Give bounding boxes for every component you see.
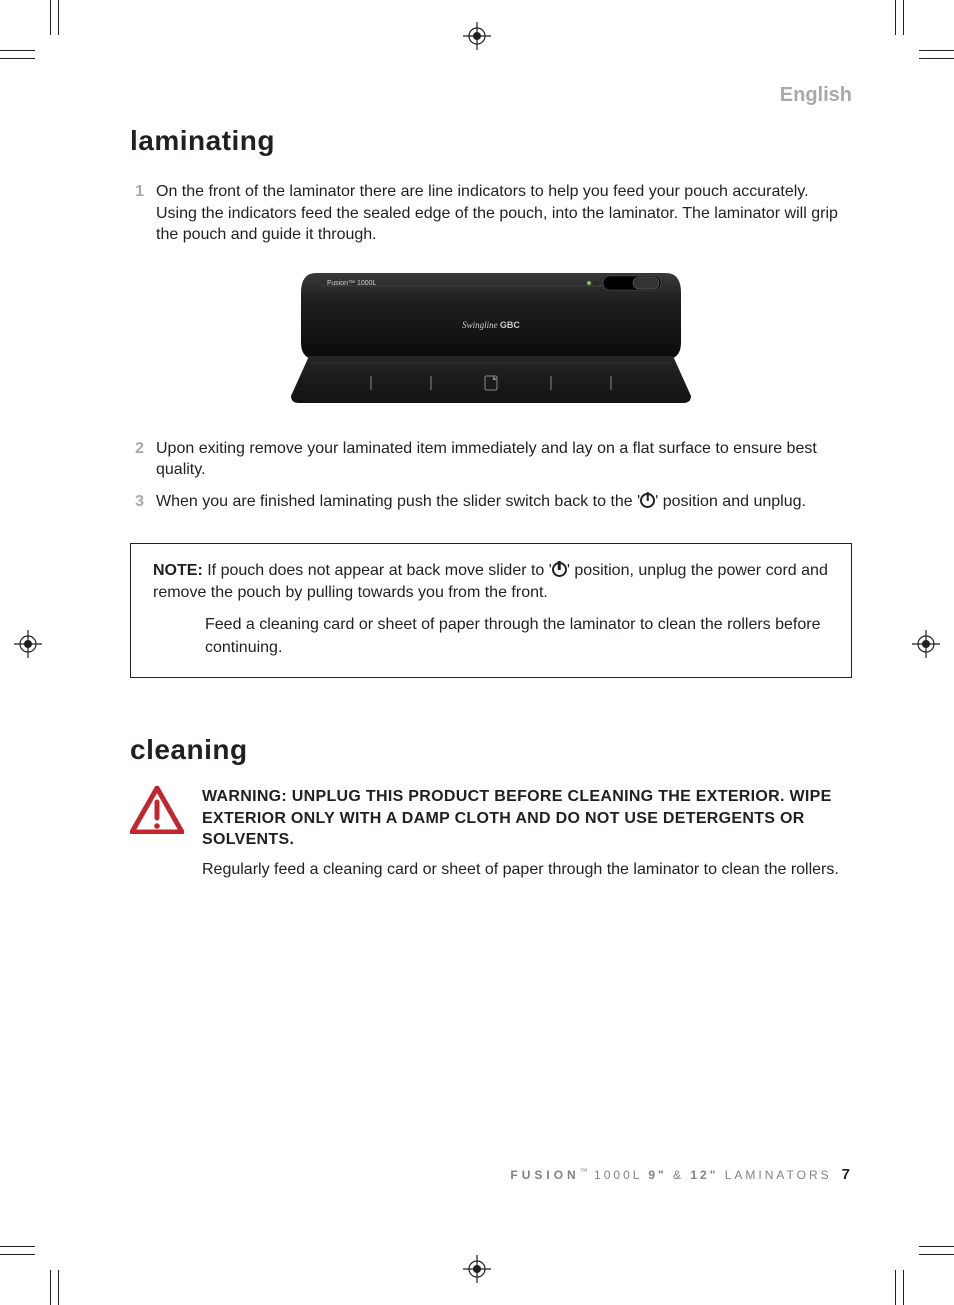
footer-model: 1000L xyxy=(588,1168,649,1182)
step-text-after: ' position and unplug. xyxy=(655,493,806,510)
crop-mark xyxy=(58,0,59,35)
cleaning-block: WARNING: UNPLUG THIS PRODUCT BEFORE CLEA… xyxy=(130,786,852,880)
footer-tm: ™ xyxy=(580,1167,588,1176)
cleaning-heading: cleaning xyxy=(130,734,852,766)
step-2: 2 Upon exiting remove your laminated ite… xyxy=(130,438,852,481)
page-content: English laminating 1 On the front of the… xyxy=(130,84,852,881)
crop-mark xyxy=(919,1246,954,1247)
page-number: 7 xyxy=(842,1166,852,1183)
language-tag: English xyxy=(130,84,852,107)
footer-size2: 12" xyxy=(690,1168,718,1182)
crop-mark xyxy=(0,50,35,51)
cleaning-body: Regularly feed a cleaning card or sheet … xyxy=(202,859,852,881)
registration-mark-icon xyxy=(463,22,491,50)
note-before: If pouch does not appear at back move sl… xyxy=(207,562,552,579)
svg-text:Fusion™ 1000L: Fusion™ 1000L xyxy=(327,280,377,287)
step-number: 1 xyxy=(130,181,144,246)
crop-mark xyxy=(895,0,896,35)
crop-mark xyxy=(58,1270,59,1305)
registration-mark-icon xyxy=(463,1255,491,1283)
crop-mark xyxy=(919,1254,954,1255)
cleaning-warning: WARNING: UNPLUG THIS PRODUCT BEFORE CLEA… xyxy=(202,786,852,851)
cleaning-text: WARNING: UNPLUG THIS PRODUCT BEFORE CLEA… xyxy=(202,786,852,880)
crop-mark xyxy=(0,1254,35,1255)
note-box: NOTE: If pouch does not appear at back m… xyxy=(130,543,852,679)
crop-mark xyxy=(919,58,954,59)
power-icon xyxy=(640,493,655,508)
step-1: 1 On the front of the laminator there ar… xyxy=(130,181,852,246)
page-footer: FUSION™ 1000L 9" & 12" LAMINATORS 7 xyxy=(130,1166,852,1183)
laminator-figure: Fusion™ 1000L Swingline GBC xyxy=(130,268,852,408)
step-number: 2 xyxy=(130,438,144,481)
step-text: When you are finished laminating push th… xyxy=(156,491,852,513)
step-number: 3 xyxy=(130,491,144,513)
laminator-illustration: Fusion™ 1000L Swingline GBC xyxy=(291,268,691,408)
note-label: NOTE: xyxy=(153,562,203,579)
crop-mark xyxy=(919,50,954,51)
step-3: 3 When you are finished laminating push … xyxy=(130,491,852,513)
step-text: Upon exiting remove your laminated item … xyxy=(156,438,852,481)
footer-suffix: LAMINATORS xyxy=(718,1168,831,1182)
crop-mark xyxy=(895,1270,896,1305)
registration-mark-icon xyxy=(14,630,42,658)
crop-mark xyxy=(903,0,904,35)
footer-amp: & xyxy=(667,1168,691,1182)
crop-mark xyxy=(50,1270,51,1305)
warning-triangle-icon xyxy=(130,786,184,880)
note-line-1: NOTE: If pouch does not appear at back m… xyxy=(153,560,829,605)
footer-brand: FUSION xyxy=(510,1168,579,1182)
note-line-2: Feed a cleaning card or sheet of paper t… xyxy=(205,614,829,659)
svg-text:Swingline GBC: Swingline GBC xyxy=(462,320,520,330)
step-text-before: When you are finished laminating push th… xyxy=(156,493,640,510)
crop-mark xyxy=(50,0,51,35)
step-text: On the front of the laminator there are … xyxy=(156,181,852,246)
crop-mark xyxy=(903,1270,904,1305)
laminating-heading: laminating xyxy=(130,125,852,157)
crop-mark xyxy=(0,58,35,59)
laminating-steps: 1 On the front of the laminator there ar… xyxy=(130,181,852,246)
registration-mark-icon xyxy=(912,630,940,658)
footer-size1: 9" xyxy=(648,1168,666,1182)
laminating-steps-continued: 2 Upon exiting remove your laminated ite… xyxy=(130,438,852,513)
power-icon xyxy=(552,562,567,577)
crop-mark xyxy=(0,1246,35,1247)
